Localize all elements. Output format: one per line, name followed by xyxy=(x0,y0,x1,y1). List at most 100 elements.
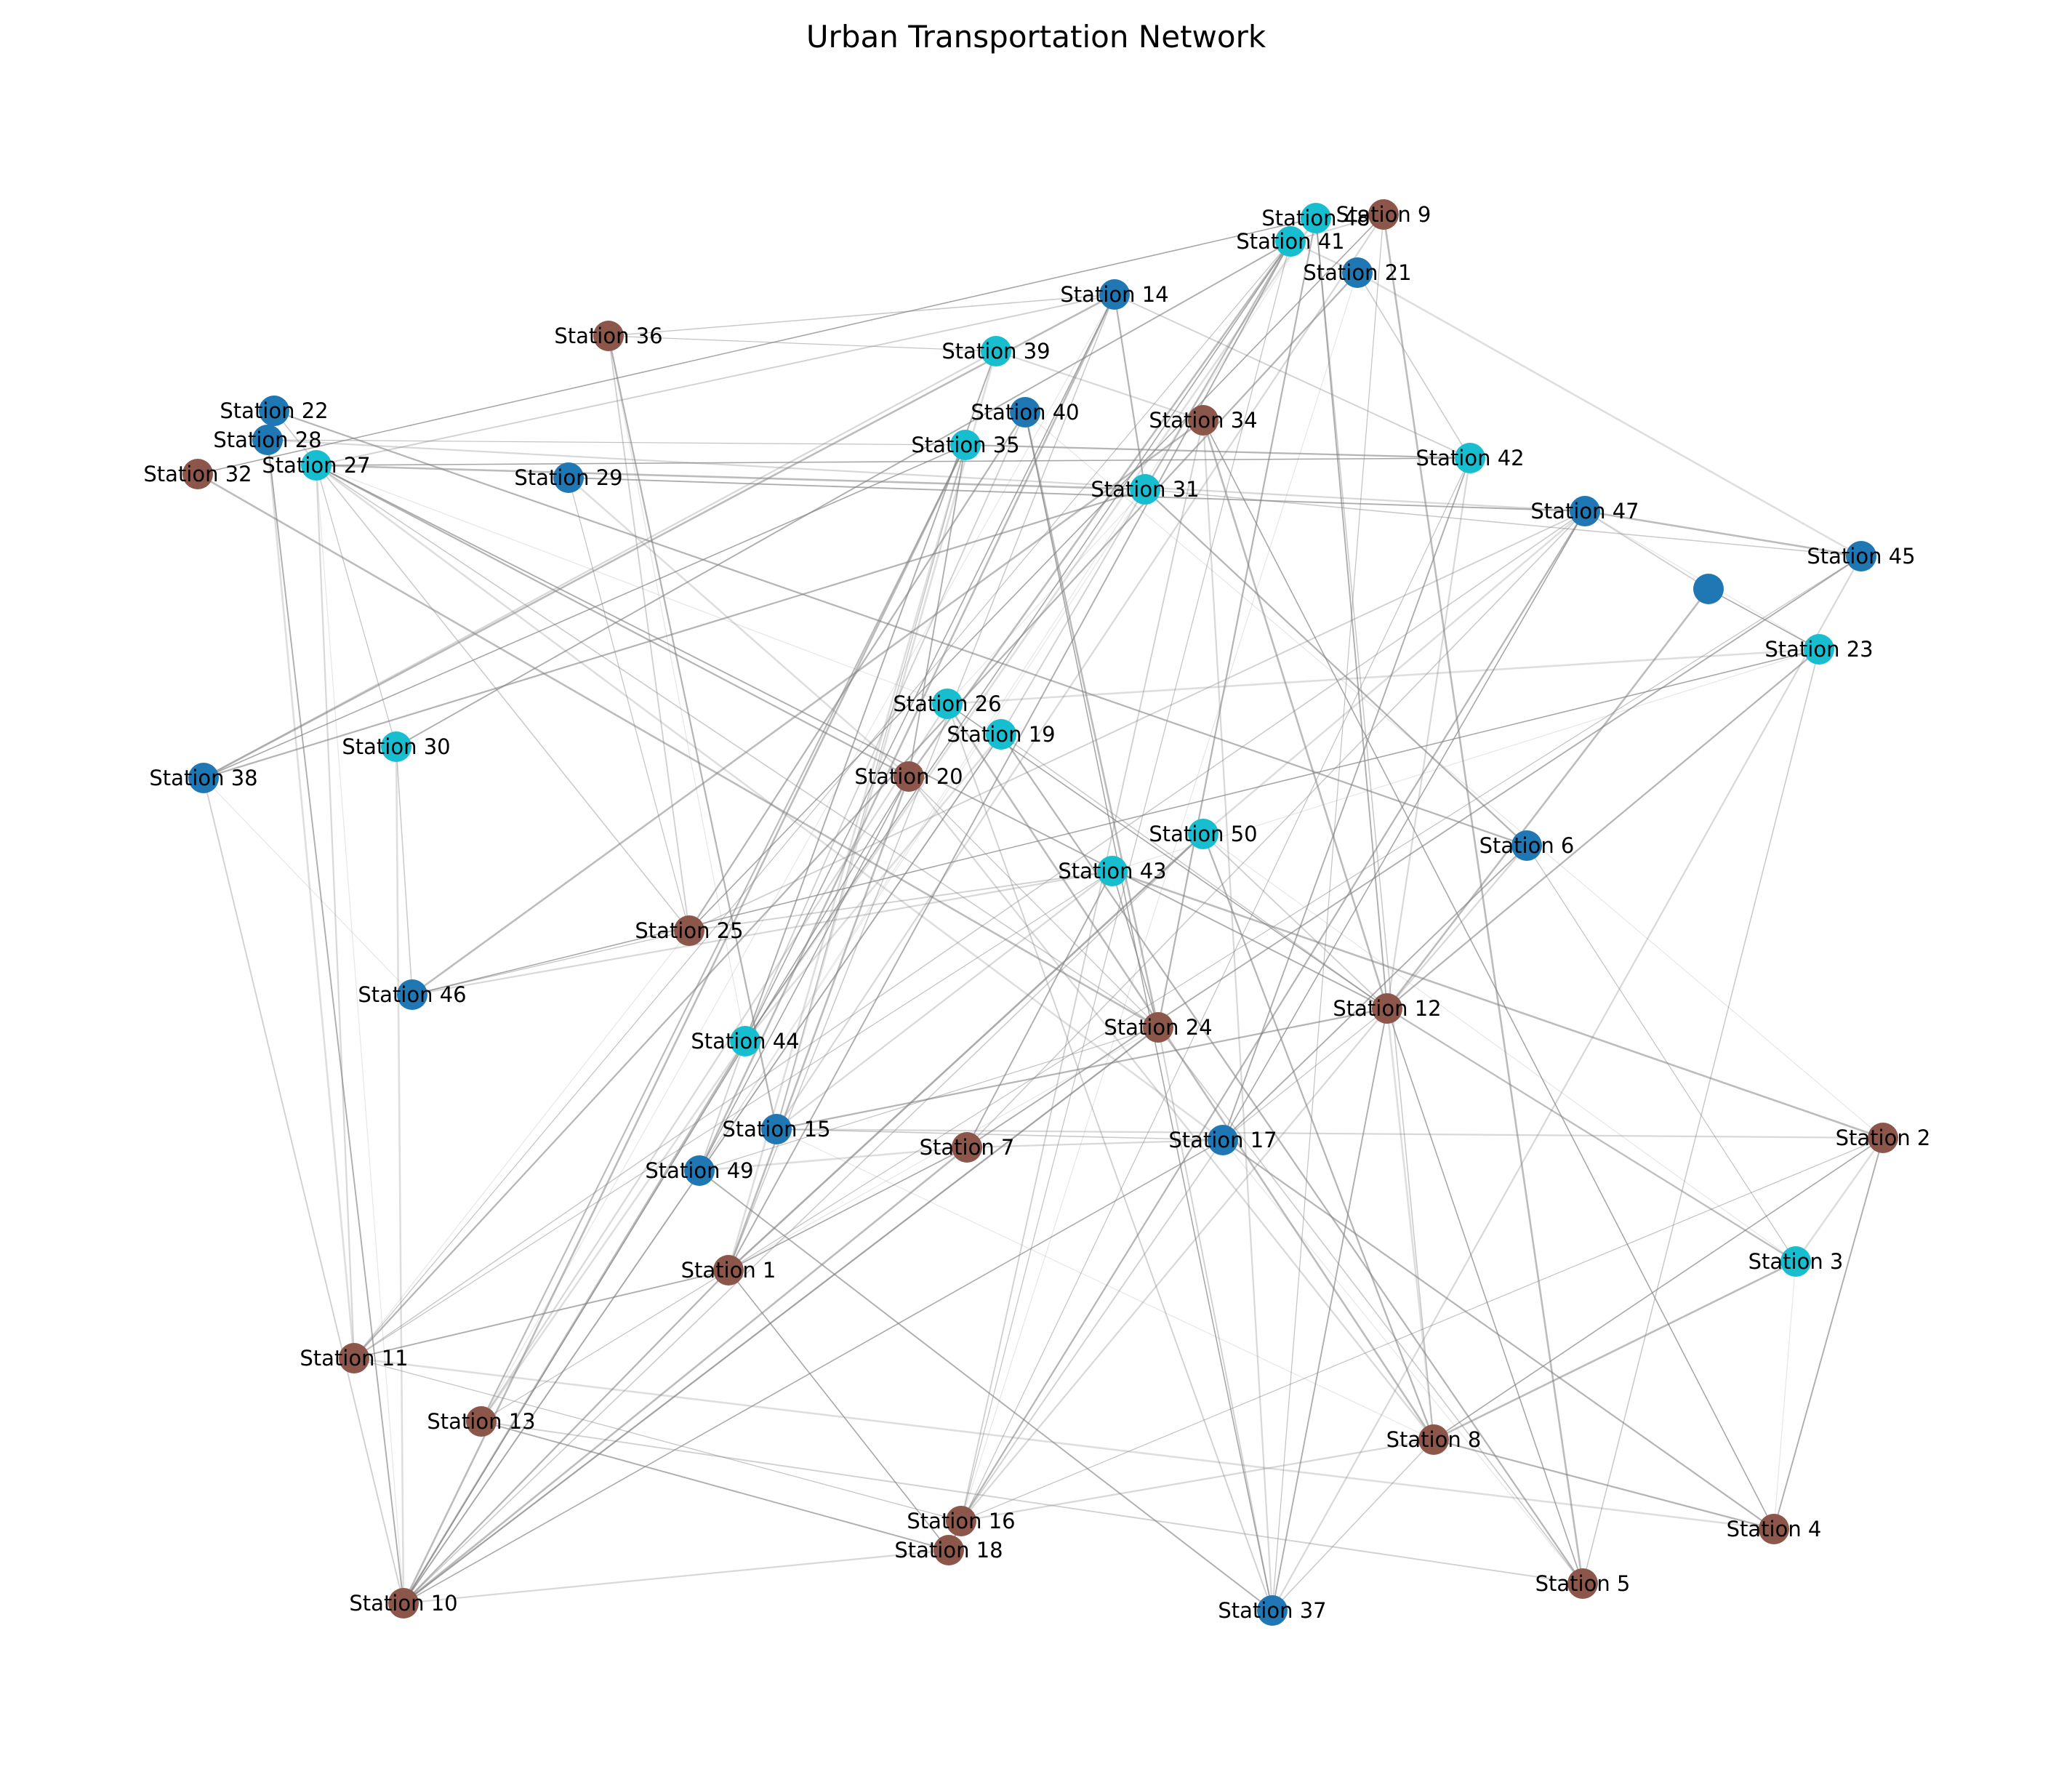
edge-41-20 xyxy=(907,240,1292,778)
node-station-22 xyxy=(259,396,289,426)
edge-14-44 xyxy=(744,294,1115,1042)
edge-25-43 xyxy=(688,870,1113,931)
edge-2-16 xyxy=(960,1137,1884,1522)
node-station-47 xyxy=(1570,496,1600,526)
edge-12-5 xyxy=(1386,1008,1583,1584)
node-station-16 xyxy=(946,1506,976,1536)
edge-15-8 xyxy=(776,1128,1434,1440)
node-station-2 xyxy=(1868,1123,1898,1153)
edge-8-12 xyxy=(1386,1007,1435,1441)
edge-12-16 xyxy=(960,1007,1389,1523)
edge-36-15 xyxy=(607,334,778,1131)
node-label-station-6: Station 6 xyxy=(1479,833,1575,858)
node-label-station-1: Station 1 xyxy=(681,1258,776,1283)
node-station-42 xyxy=(1455,443,1485,473)
node-station-10 xyxy=(388,1588,419,1618)
edge-12-17 xyxy=(1222,1008,1388,1141)
edge-23-26 xyxy=(946,648,1820,705)
edge-17-16 xyxy=(960,1139,1224,1522)
node-station-15 xyxy=(761,1114,792,1144)
node-label-station-4: Station 4 xyxy=(1727,1517,1822,1541)
node-label-station-21: Station 21 xyxy=(1303,260,1411,285)
edge-28-10 xyxy=(267,439,404,1604)
node-station-6 xyxy=(1511,830,1542,861)
edge-33-47 xyxy=(1584,510,1709,590)
node-label-station-5: Station 5 xyxy=(1535,1571,1631,1596)
edge-48-24 xyxy=(1157,217,1317,1029)
node-station-29 xyxy=(553,462,584,493)
edge-21-11 xyxy=(353,271,1359,1360)
edge-39-44 xyxy=(744,350,997,1042)
edge-27-20 xyxy=(315,464,910,778)
edge-27-11 xyxy=(315,464,356,1360)
node-label-station-28: Station 28 xyxy=(213,428,321,452)
edge-11-47 xyxy=(353,510,1586,1359)
node-station-34 xyxy=(1188,405,1218,436)
edge-29-20 xyxy=(567,476,910,778)
node-label-station-38: Station 38 xyxy=(149,766,257,790)
edge-8-37 xyxy=(1272,1439,1434,1611)
node-station-50 xyxy=(1188,819,1218,849)
edge-47-45 xyxy=(1583,510,1863,558)
edge-27-31 xyxy=(315,464,1147,491)
node-station-18 xyxy=(933,1535,964,1565)
node-station-43 xyxy=(1097,856,1128,886)
node-station-26 xyxy=(932,689,963,719)
edge-49-24 xyxy=(699,1027,1159,1171)
node-label-station-16: Station 16 xyxy=(907,1509,1015,1533)
node-station-17 xyxy=(1208,1125,1238,1155)
edge-5-13 xyxy=(481,1421,1583,1584)
edge-47-25 xyxy=(688,510,1586,931)
node-labels: Station 1 Station 2 Station 3 Station 4 Stat… xyxy=(143,202,1930,1623)
edge-26-31 xyxy=(947,489,1146,705)
edge-14-31 xyxy=(1113,293,1147,491)
edge-27-14 xyxy=(316,294,1115,466)
edge-46-34 xyxy=(411,419,1205,996)
edge-23-5 xyxy=(1582,649,1820,1584)
edge-2-8 xyxy=(1433,1137,1884,1440)
node-label-station-40: Station 40 xyxy=(971,400,1079,425)
node-label-station-50: Station 50 xyxy=(1149,822,1257,846)
network-edges xyxy=(196,213,1884,1612)
edge-44-49 xyxy=(699,1040,746,1171)
edge-27-10 xyxy=(316,465,404,1604)
node-station-49 xyxy=(684,1155,715,1186)
node-label-station-20: Station 20 xyxy=(854,764,963,789)
edge-11-1 xyxy=(353,1269,729,1359)
edge-13-1 xyxy=(481,1269,729,1422)
node-label-station-36: Station 36 xyxy=(554,324,662,348)
node-station-44 xyxy=(730,1026,760,1056)
edge-40-37 xyxy=(1024,412,1273,1611)
edge-24-5 xyxy=(1157,1027,1583,1584)
edge-40-2 xyxy=(1024,412,1884,1139)
edge-23-12 xyxy=(1386,648,1820,1010)
edge-6-3 xyxy=(1526,845,1796,1262)
edge-15-12 xyxy=(775,1007,1389,1131)
edge-30-46 xyxy=(395,746,413,995)
figure-title: Urban Transportation Network xyxy=(806,19,1266,55)
edge-42-12 xyxy=(1386,457,1471,1010)
edge-44-10 xyxy=(402,1040,747,1605)
edge-50-3 xyxy=(1202,833,1796,1262)
node-label-station-34: Station 34 xyxy=(1149,408,1257,433)
node-station-31 xyxy=(1130,474,1160,505)
node-station-5 xyxy=(1567,1568,1598,1599)
node-station-30 xyxy=(381,731,411,762)
edge-42-17 xyxy=(1222,457,1471,1141)
edge-9-25 xyxy=(688,214,1384,931)
edge-7-17 xyxy=(965,1139,1224,1149)
edge-38-31 xyxy=(202,488,1147,779)
edge-45-7 xyxy=(966,555,1862,1148)
node-label-station-24: Station 24 xyxy=(1104,1015,1212,1040)
edge-27-12 xyxy=(316,465,1388,1009)
edge-30-41 xyxy=(395,241,1291,747)
edge-32-24 xyxy=(196,473,1160,1029)
edge-22-6 xyxy=(273,409,1528,847)
node-station-33 xyxy=(1693,574,1724,604)
node-label-station-7: Station 7 xyxy=(920,1135,1015,1160)
edge-38-35 xyxy=(203,444,966,779)
edge-6-17 xyxy=(1222,845,1527,1141)
edge-21-42 xyxy=(1357,272,1471,459)
edge-10-17 xyxy=(403,1139,1224,1604)
